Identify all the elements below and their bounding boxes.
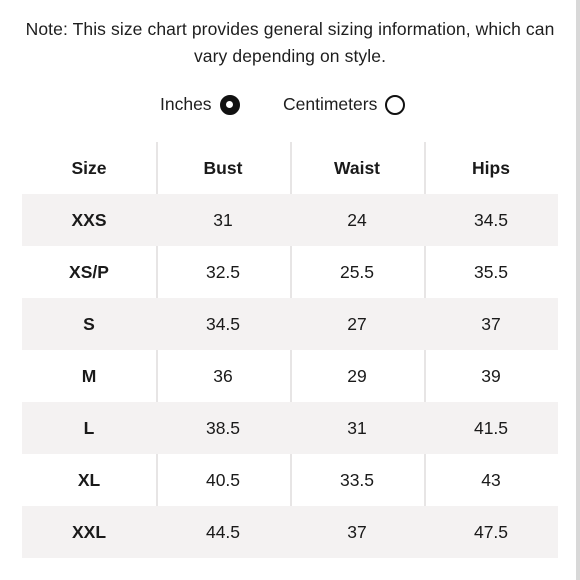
cell-size: M: [81, 365, 97, 386]
table-header-row: Size Bust Waist Hips: [22, 142, 558, 194]
table-row: XS/P 32.5 25.5 35.5: [22, 246, 558, 298]
cell-hips: 34.5: [473, 209, 509, 230]
cell-waist: 29: [347, 365, 367, 386]
table-row: XL 40.5 33.5 43: [22, 454, 558, 506]
cell-size: S: [83, 313, 95, 334]
header-bust: Bust: [203, 157, 243, 178]
cell-hips: 41.5: [473, 417, 509, 438]
table-row: L 38.5 31 41.5: [22, 402, 558, 454]
size-table: Size Bust Waist Hips XXS 31 24 34.5 XS/P…: [22, 142, 558, 558]
cell-waist: 25.5: [339, 261, 375, 282]
unit-label-inches: Inches: [160, 94, 212, 114]
column-divider: [424, 142, 426, 558]
cell-waist: 27: [347, 313, 367, 334]
column-divider: [156, 142, 158, 558]
cell-bust: 34.5: [205, 313, 241, 334]
cell-bust: 36: [213, 365, 233, 386]
header-waist: Waist: [333, 157, 381, 178]
header-size: Size: [71, 157, 107, 178]
unit-option-inches[interactable]: Inches: [160, 94, 240, 115]
unit-option-centimeters[interactable]: Centimeters: [283, 94, 406, 115]
cell-hips: 47.5: [473, 521, 509, 542]
cell-hips: 43: [481, 469, 501, 490]
cell-waist: 24: [347, 209, 367, 230]
size-chart-note: Note: This size chart provides general s…: [25, 19, 555, 66]
scrollbar-track[interactable]: [576, 0, 580, 580]
cell-waist: 31: [347, 417, 367, 438]
cell-hips: 39: [481, 365, 501, 386]
radio-centimeters-icon[interactable]: [385, 94, 406, 115]
unit-selector: Inches Centimeters: [0, 94, 580, 120]
cell-bust: 40.5: [205, 469, 241, 490]
cell-bust: 31: [213, 209, 233, 230]
cell-size: XL: [77, 469, 101, 490]
cell-size: XXS: [71, 209, 107, 230]
unit-label-centimeters: Centimeters: [283, 94, 378, 114]
table-row: M 36 29 39: [22, 350, 558, 402]
cell-size: XS/P: [69, 261, 109, 282]
cell-size: XXL: [71, 521, 107, 542]
cell-waist: 37: [347, 521, 367, 542]
table-row: S 34.5 27 37: [22, 298, 558, 350]
cell-bust: 32.5: [205, 261, 241, 282]
cell-waist: 33.5: [339, 469, 375, 490]
cell-bust: 44.5: [205, 521, 241, 542]
cell-bust: 38.5: [205, 417, 241, 438]
table-row: XXS 31 24 34.5: [22, 194, 558, 246]
cell-hips: 37: [481, 313, 501, 334]
header-hips: Hips: [472, 157, 510, 178]
cell-hips: 35.5: [473, 261, 509, 282]
cell-size: L: [83, 417, 95, 438]
radio-inches-icon[interactable]: [219, 94, 240, 115]
column-divider: [290, 142, 292, 558]
table-row: XXL 44.5 37 47.5: [22, 506, 558, 558]
